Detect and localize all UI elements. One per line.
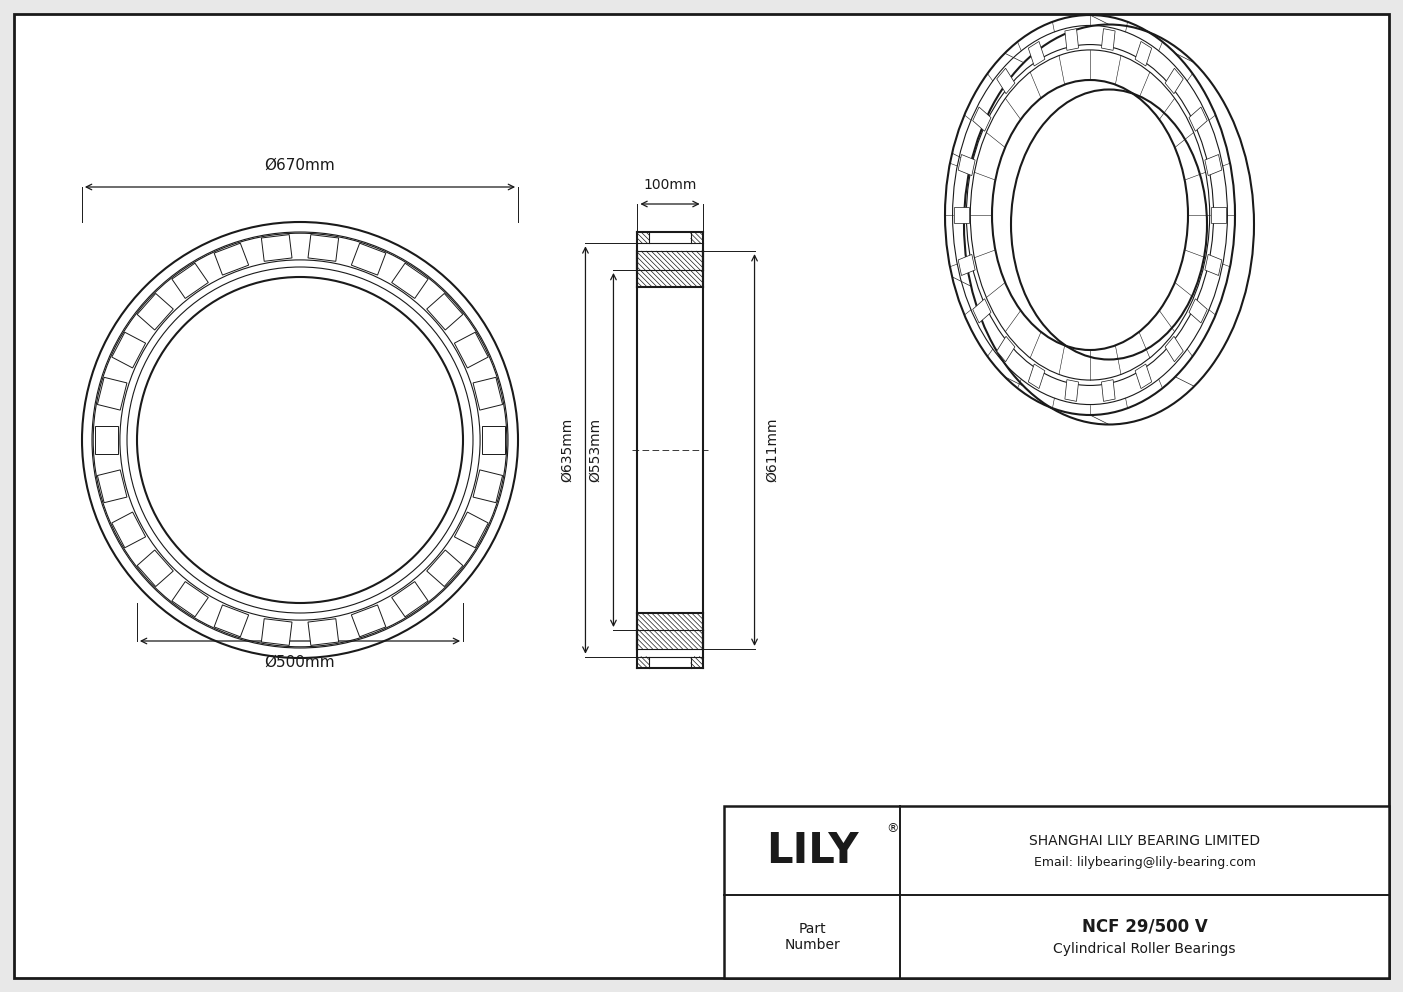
Polygon shape [473, 377, 502, 410]
Polygon shape [112, 512, 146, 548]
Polygon shape [1101, 380, 1115, 402]
Polygon shape [427, 294, 463, 330]
Text: Ø500mm: Ø500mm [265, 655, 335, 670]
Polygon shape [95, 426, 118, 454]
Polygon shape [97, 377, 126, 410]
Text: 100mm: 100mm [644, 178, 697, 192]
Polygon shape [473, 470, 502, 503]
Polygon shape [972, 107, 991, 131]
Polygon shape [173, 263, 208, 299]
Polygon shape [391, 581, 428, 617]
Polygon shape [173, 581, 208, 617]
Polygon shape [1188, 107, 1208, 131]
Polygon shape [309, 619, 338, 646]
Polygon shape [1164, 68, 1183, 93]
Polygon shape [996, 336, 1014, 362]
Polygon shape [1205, 155, 1222, 176]
Polygon shape [391, 263, 428, 299]
Text: LILY: LILY [766, 829, 859, 872]
Polygon shape [261, 235, 292, 261]
Polygon shape [261, 619, 292, 646]
Polygon shape [351, 605, 386, 637]
Polygon shape [958, 254, 975, 276]
Polygon shape [215, 243, 248, 275]
Polygon shape [1135, 364, 1152, 389]
Text: Ø670mm: Ø670mm [265, 158, 335, 173]
Polygon shape [954, 207, 968, 223]
Text: Email: lilybearing@lily-bearing.com: Email: lilybearing@lily-bearing.com [1034, 856, 1256, 869]
Polygon shape [309, 235, 338, 261]
Text: ®: ® [885, 821, 898, 835]
Text: NCF 29/500 V: NCF 29/500 V [1082, 918, 1208, 935]
Text: Ø553mm: Ø553mm [588, 418, 602, 482]
Polygon shape [1028, 42, 1045, 66]
Polygon shape [1188, 299, 1208, 323]
Polygon shape [97, 470, 126, 503]
Text: Ø611mm: Ø611mm [766, 418, 780, 482]
Polygon shape [1211, 207, 1226, 223]
Polygon shape [427, 550, 463, 586]
Polygon shape [1164, 336, 1183, 362]
Polygon shape [1065, 380, 1079, 402]
Polygon shape [1101, 29, 1115, 51]
Text: Part
Number: Part Number [784, 922, 840, 951]
Polygon shape [1205, 254, 1222, 276]
Text: SHANGHAI LILY BEARING LIMITED: SHANGHAI LILY BEARING LIMITED [1028, 833, 1260, 848]
Text: Ø635mm: Ø635mm [560, 418, 574, 482]
Polygon shape [1065, 29, 1079, 51]
Polygon shape [481, 426, 505, 454]
Polygon shape [1135, 42, 1152, 66]
Polygon shape [137, 550, 174, 586]
Text: Cylindrical Roller Bearings: Cylindrical Roller Bearings [1054, 941, 1236, 955]
Bar [724, 806, 1389, 978]
Polygon shape [972, 299, 991, 323]
Polygon shape [1028, 364, 1045, 389]
Polygon shape [455, 512, 488, 548]
Polygon shape [996, 68, 1014, 93]
Polygon shape [137, 294, 174, 330]
Polygon shape [958, 155, 975, 176]
Polygon shape [351, 243, 386, 275]
Polygon shape [455, 332, 488, 368]
Polygon shape [215, 605, 248, 637]
Polygon shape [112, 332, 146, 368]
